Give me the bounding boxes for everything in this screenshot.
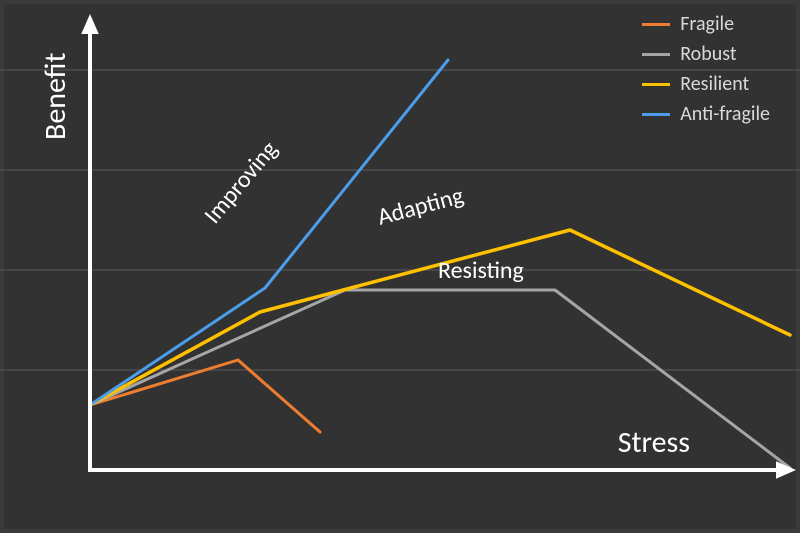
legend: Fragile Robust Resilient Anti-fragile	[642, 12, 770, 132]
legend-item-fragile: Fragile	[642, 12, 770, 36]
legend-swatch	[642, 113, 670, 116]
legend-swatch	[642, 53, 670, 56]
legend-swatch	[642, 23, 670, 26]
legend-label: Fragile	[680, 12, 734, 36]
x-axis-label: Stress	[618, 424, 690, 461]
legend-label: Anti-fragile	[680, 102, 770, 126]
antifragility-chart: BenefitStressResistingAdaptingImproving …	[0, 0, 800, 533]
legend-label: Robust	[680, 42, 736, 66]
legend-item-robust: Robust	[642, 42, 770, 66]
legend-item-anti-fragile: Anti-fragile	[642, 102, 770, 126]
legend-label: Resilient	[680, 72, 749, 96]
legend-swatch	[642, 83, 670, 86]
y-axis-label: Benefit	[37, 52, 74, 140]
annotation-resisting: Resisting	[438, 256, 524, 285]
legend-item-resilient: Resilient	[642, 72, 770, 96]
